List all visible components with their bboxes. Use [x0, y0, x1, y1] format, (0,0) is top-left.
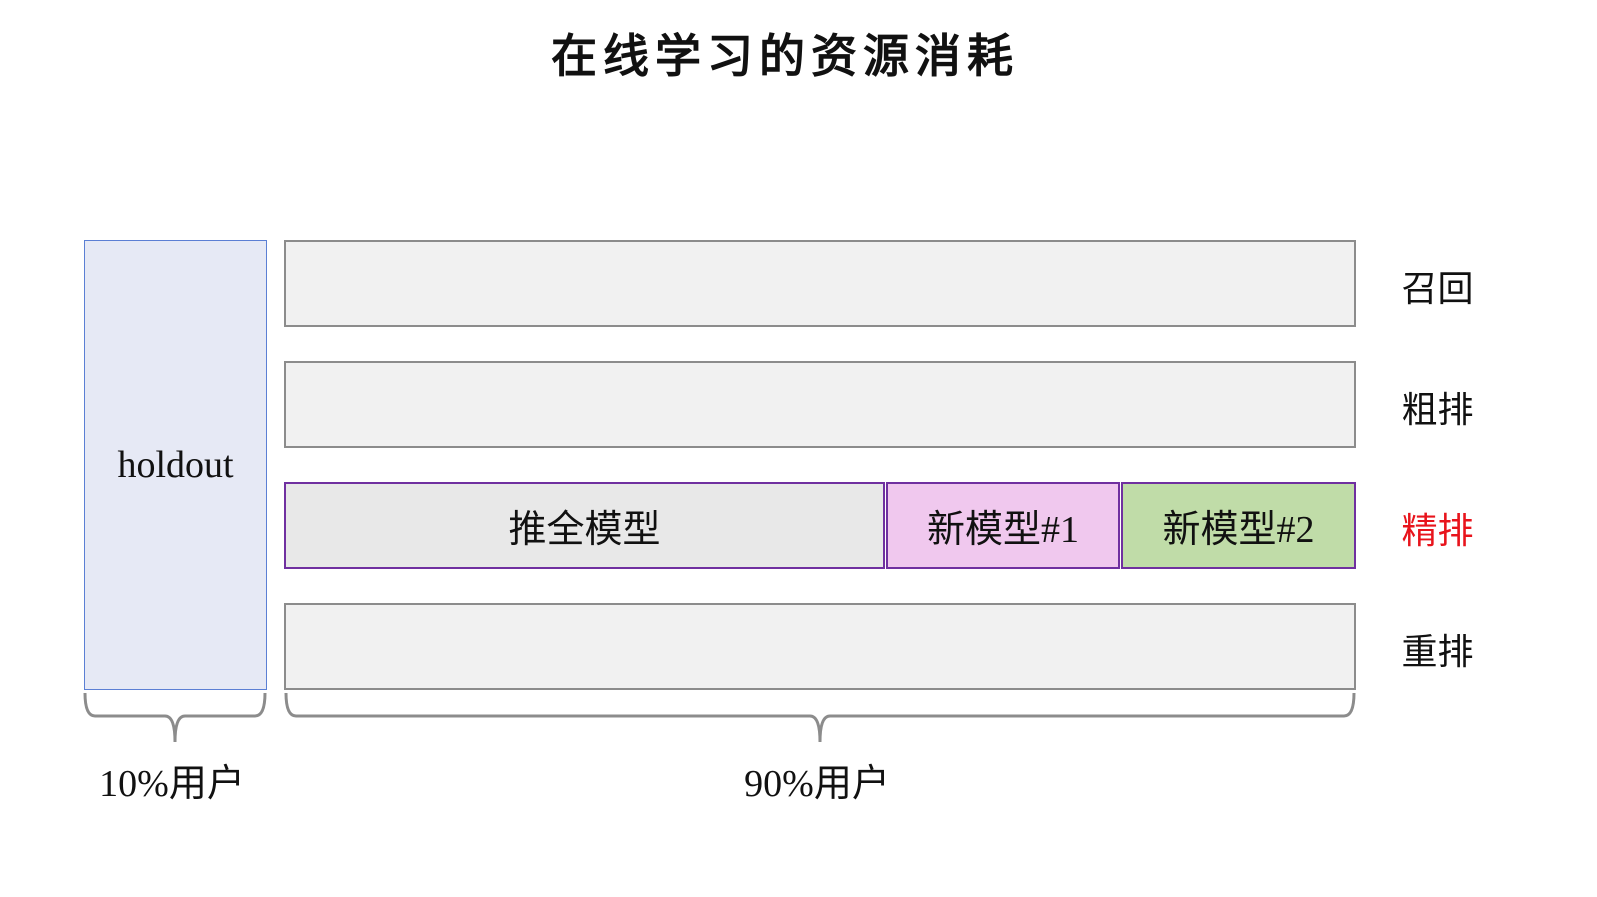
label-90pct-users: 90%用户 — [744, 763, 890, 805]
holdout-label: holdout — [117, 444, 234, 486]
stage-label-ranking: 精排 — [1401, 511, 1474, 551]
brace-90pct — [284, 692, 1356, 743]
segment-label: 推全模型 — [508, 509, 661, 551]
segment-label: 新模型#1 — [926, 509, 1079, 551]
label-10pct-users: 10%用户 — [99, 763, 245, 805]
segment-label: 新模型#2 — [1162, 509, 1315, 551]
recall-row — [284, 240, 1356, 327]
diagram-title: 在线学习的资源消耗 — [551, 31, 1019, 82]
segment-new-model-2: 新模型#2 — [1121, 482, 1356, 569]
holdout-block: holdout — [84, 240, 267, 690]
stage-label-recall: 召回 — [1401, 269, 1474, 309]
stage-label-pre-ranking: 粗排 — [1401, 390, 1474, 430]
pre-ranking-row — [284, 361, 1356, 448]
re-ranking-row — [284, 603, 1356, 690]
segment-new-model-1: 新模型#1 — [886, 482, 1120, 569]
segment-full-model: 推全模型 — [284, 482, 885, 569]
brace-10pct — [83, 692, 267, 743]
stage-label-re-ranking: 重排 — [1401, 632, 1474, 672]
